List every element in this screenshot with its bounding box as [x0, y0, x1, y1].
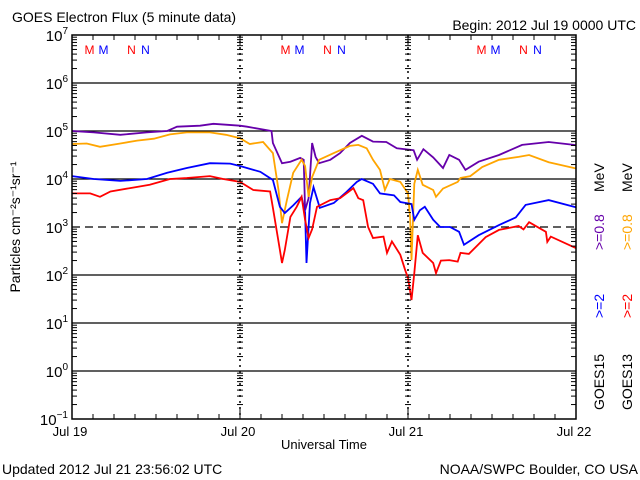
mn-marker: N	[337, 43, 346, 57]
mn-marker: M	[99, 43, 109, 57]
y-tick-label: 103	[46, 218, 69, 237]
y-tick-label: 100	[46, 362, 69, 381]
mn-marker: N	[127, 43, 136, 57]
credit-label: NOAA/SWPC Boulder, CO USA	[440, 461, 639, 477]
series-line-goes15-0-8-mev	[71, 122, 577, 211]
legend-unit: MeV	[619, 163, 635, 192]
x-axis-label: Universal Time	[281, 437, 367, 452]
legend-unit: MeV	[591, 163, 607, 192]
x-tick-label: Jul 20	[221, 424, 256, 439]
y-axis-label: Particles cm⁻²s⁻¹sr⁻¹	[7, 161, 23, 292]
legend-satellite: GOES13	[619, 354, 635, 410]
mn-marker: N	[323, 43, 332, 57]
legend: GOES15 >=2 >=0.8 MeV GOES13 >=2 >=0.8 MeV	[591, 163, 635, 410]
legend-satellite: GOES15	[591, 354, 607, 410]
legend-energy-2mev: >=2	[619, 294, 635, 318]
chart-title: GOES Electron Flux (5 minute data)	[12, 9, 236, 25]
series-line-goes13-2-mev	[72, 175, 577, 301]
mn-marker: M	[295, 43, 305, 57]
mn-marker: M	[281, 43, 291, 57]
x-tick-label: Jul 21	[389, 424, 424, 439]
mn-marker: M	[491, 43, 501, 57]
y-tick-label: 10−1	[40, 410, 69, 429]
mn-marker: M	[85, 43, 95, 57]
mn-marker: N	[519, 43, 528, 57]
begin-label: Begin: 2012 Jul 19 0000 UTC	[452, 17, 636, 33]
updated-timestamp: Updated 2012 Jul 21 23:56:02 UTC	[2, 461, 222, 477]
y-tick-label: 102	[46, 266, 69, 285]
y-tick-label: 106	[46, 74, 69, 93]
legend-energy-08mev: >=0.8	[619, 214, 635, 250]
mn-marker: N	[141, 43, 150, 57]
legend-energy-08mev: >=0.8	[591, 214, 607, 250]
y-tick-label: 107	[46, 26, 69, 45]
y-tick-label: 101	[46, 314, 69, 333]
x-tick-label: Jul 19	[53, 424, 88, 439]
y-tick-label: 105	[46, 122, 69, 141]
mn-marker: M	[477, 43, 487, 57]
legend-energy-2mev: >=2	[591, 294, 607, 318]
series-line-goes15-2-mev	[71, 162, 577, 264]
x-tick-label: Jul 22	[557, 424, 592, 439]
mn-marker: N	[533, 43, 542, 57]
series-line-goes13-0-8-mev	[71, 131, 577, 261]
y-tick-label: 104	[46, 170, 69, 189]
